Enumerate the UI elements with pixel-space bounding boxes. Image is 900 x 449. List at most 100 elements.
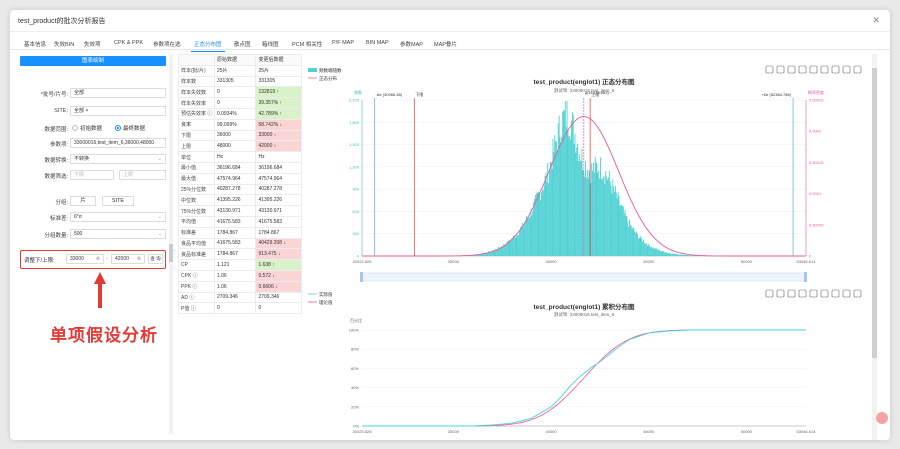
table-cell: 2709.346 xyxy=(213,291,257,304)
settings-icon[interactable] xyxy=(765,289,774,298)
image-icon[interactable] xyxy=(831,289,840,298)
histogram-bar xyxy=(668,253,670,256)
zoom-slider-handle-left[interactable] xyxy=(360,272,363,282)
zoom-icon[interactable] xyxy=(787,65,796,74)
tab-0[interactable]: 基本信息 xyxy=(24,42,47,48)
table-cell: AD ⓘ xyxy=(178,291,215,304)
select-icon[interactable] xyxy=(798,65,807,74)
param-label: 参数项: xyxy=(49,142,68,148)
query-button[interactable]: 查 询 xyxy=(148,254,163,264)
chart2-legend-0: 实际值 xyxy=(319,291,333,298)
tab-11[interactable]: 参数MAP xyxy=(400,42,423,48)
fullscreen-icon[interactable] xyxy=(853,65,862,74)
right-scrollbar-thumb[interactable] xyxy=(872,68,877,358)
tab-7[interactable]: 箱线图 xyxy=(262,42,279,48)
floating-action-button[interactable] xyxy=(876,412,888,424)
tab-8[interactable]: PCM 相关性 xyxy=(292,42,323,48)
radio-final-data[interactable]: 最终数据 xyxy=(115,124,145,132)
tab-5[interactable]: 正态分布图 xyxy=(191,42,224,52)
close-icon[interactable]: ✕ xyxy=(872,15,880,25)
histogram-bar xyxy=(499,248,501,256)
site-select[interactable]: 全部 × xyxy=(70,106,166,116)
limit-upper-input[interactable]: 42000 ⊗ xyxy=(111,254,145,264)
param-select[interactable]: 33000016,test_item_6,36000,48000 xyxy=(70,138,166,148)
group-wafer-button[interactable]: 片 xyxy=(70,196,96,206)
bins-select[interactable]: 500 ⌄ xyxy=(70,229,166,239)
clear-icon[interactable]: ⊗ xyxy=(95,256,100,262)
y-left-tick-label: 600 xyxy=(352,209,359,214)
histogram-bar xyxy=(474,255,476,256)
histogram-bar xyxy=(533,202,535,256)
histogram-bar xyxy=(522,227,524,256)
tab-10[interactable]: BIN MAP xyxy=(366,40,389,46)
histogram-bar xyxy=(568,136,570,256)
histogram-bar xyxy=(622,206,624,256)
refresh-icon[interactable] xyxy=(820,289,829,298)
table-row: CP 1.121 1.638 ↑ xyxy=(178,259,302,271)
histogram-bar xyxy=(632,227,634,256)
histogram-bar xyxy=(524,222,526,256)
table-cell: 132819 ↑ xyxy=(255,86,302,99)
left-scrollbar-thumb[interactable] xyxy=(169,244,173,262)
table-cell: 最大值 xyxy=(178,172,215,185)
zoom-icon[interactable] xyxy=(787,289,796,298)
download-icon[interactable] xyxy=(842,65,851,74)
reset-icon[interactable] xyxy=(809,65,818,74)
histogram-bar xyxy=(619,205,621,256)
image-icon[interactable] xyxy=(831,65,840,74)
histogram-bar xyxy=(598,170,600,256)
limit-lower-input[interactable]: 33000 ⊗ xyxy=(66,254,104,264)
tab-2[interactable]: 失效项 xyxy=(84,42,101,48)
marker-label: μ(41675.583) xyxy=(585,90,610,95)
right-scrollbar[interactable] xyxy=(872,54,877,440)
settings-icon[interactable] xyxy=(765,65,774,74)
table-row: 良品标准差 1784.867 913.475 ↓ xyxy=(178,248,302,261)
histogram-bar xyxy=(473,255,475,256)
refresh-icon[interactable] xyxy=(820,65,829,74)
lot-select[interactable]: 全部 xyxy=(70,88,166,98)
tab-9[interactable]: P/F MAP xyxy=(332,40,355,46)
y-left-tick-label: 2,100 xyxy=(349,98,360,103)
histogram-bar xyxy=(553,151,555,256)
tab-6[interactable]: 散点图 xyxy=(234,42,251,48)
theme-icon[interactable] xyxy=(776,65,785,74)
histogram-bar xyxy=(593,172,595,256)
y-left-tick-label: 1,200 xyxy=(349,164,360,169)
histogram-bar xyxy=(588,169,590,256)
chart2-y-tick-label: 80% xyxy=(351,347,359,352)
theme-icon[interactable] xyxy=(776,289,785,298)
stats-header-cell: 原始数据 xyxy=(213,54,257,66)
histogram-bar xyxy=(560,143,562,256)
group-site-button[interactable]: SITE xyxy=(102,196,134,206)
select-icon[interactable] xyxy=(798,289,807,298)
histogram-bar xyxy=(554,135,556,256)
left-scrollbar[interactable] xyxy=(169,54,173,434)
histogram-bar xyxy=(592,162,594,256)
tab-4[interactable]: 参数项在选 xyxy=(153,42,181,48)
histogram-bar xyxy=(571,120,572,257)
fullscreen-icon[interactable] xyxy=(853,289,862,298)
histogram-bar xyxy=(625,216,627,256)
tab-1[interactable]: 失效BIN xyxy=(54,42,75,48)
chart1-title: test_product(englot1) 正态分布图 xyxy=(533,77,635,86)
histogram-bar xyxy=(490,251,492,256)
histogram-bar xyxy=(535,193,537,256)
table-cell: 43130.971 xyxy=(213,205,257,217)
table-cell: 43130.971 xyxy=(255,205,302,217)
reset-icon[interactable] xyxy=(809,289,818,298)
transform-select[interactable]: 不转换 ⌄ xyxy=(70,154,166,164)
tab-12[interactable]: MAP叠片 xyxy=(434,42,457,48)
clear-icon[interactable]: ⊗ xyxy=(136,256,141,262)
std-select[interactable]: 6*σ ⌄ xyxy=(70,212,166,222)
filter-row: 数据筛选: 下限 上限 xyxy=(20,170,166,180)
table-cell: 1784.867 xyxy=(255,226,302,239)
histogram-bar xyxy=(536,192,538,256)
radio-initial-data[interactable]: 初始数据 xyxy=(72,124,102,132)
generate-chart-button[interactable]: 图表绘制 xyxy=(20,56,166,66)
tab-3[interactable]: CPK & PPK xyxy=(114,40,144,46)
zoom-slider-handle-right[interactable] xyxy=(804,272,807,282)
download-icon[interactable] xyxy=(842,289,851,298)
filter-lower-input[interactable]: 下限 xyxy=(70,170,114,180)
filter-upper-input[interactable]: 上限 xyxy=(119,170,166,180)
histogram-bar xyxy=(609,181,611,256)
